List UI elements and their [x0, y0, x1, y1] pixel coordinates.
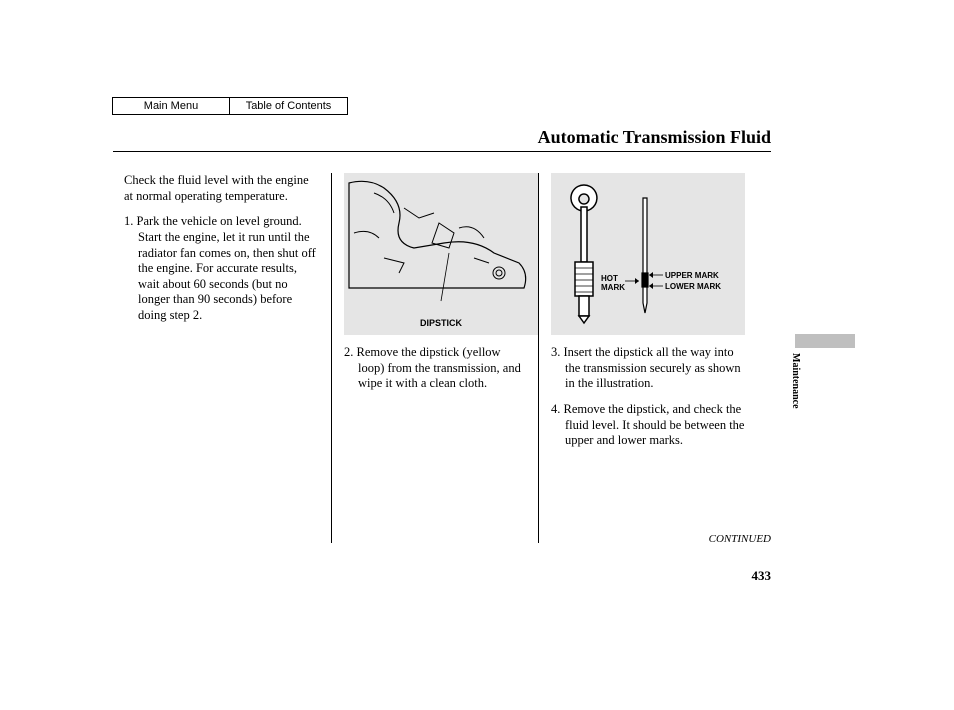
figure-dipstick: HOT MARK UPPER MARK LOWER MARK	[551, 173, 745, 335]
step-2: 2. Remove the dipstick (yellow loop) fro…	[344, 345, 526, 392]
hot-mark-label-2: MARK	[601, 283, 625, 292]
main-menu-button[interactable]: Main Menu	[112, 97, 230, 115]
content-columns: Check the fluid level with the engine at…	[124, 173, 774, 543]
dipstick-label: DIPSTICK	[420, 318, 462, 329]
step-1: 1. Park the vehicle on level ground. Sta…	[124, 214, 319, 323]
step-list-2: 2. Remove the dipstick (yellow loop) fro…	[344, 345, 526, 392]
page-number: 433	[752, 568, 772, 584]
lower-mark-label: LOWER MARK	[665, 282, 721, 291]
step-4: 4. Remove the dipstick, and check the fl…	[551, 402, 745, 449]
continued-label: CONTINUED	[709, 533, 771, 545]
column-1: Check the fluid level with the engine at…	[124, 173, 331, 543]
toc-button[interactable]: Table of Contents	[230, 97, 348, 115]
dipstick-diagram-svg: HOT MARK UPPER MARK LOWER MARK	[551, 173, 745, 335]
intro-text: Check the fluid level with the engine at…	[124, 173, 319, 204]
upper-mark-label: UPPER MARK	[665, 271, 719, 280]
nav-button-group: Main Menu Table of Contents	[112, 97, 348, 115]
step-list-1: 1. Park the vehicle on level ground. Sta…	[124, 214, 319, 323]
side-tab	[795, 334, 855, 348]
engine-sketch-svg	[344, 173, 538, 313]
column-2: DIPSTICK 2. Remove the dipstick (yellow …	[331, 173, 538, 543]
section-label: Maintenance	[790, 353, 801, 409]
column-3: HOT MARK UPPER MARK LOWER MARK 3. Insert…	[538, 173, 745, 543]
step-list-3: 3. Insert the dipstick all the way into …	[551, 345, 745, 449]
figure-engine: DIPSTICK	[344, 173, 538, 335]
title-rule	[113, 151, 771, 152]
hot-mark-label: HOT	[601, 274, 618, 283]
page-title: Automatic Transmission Fluid	[538, 127, 771, 148]
step-3: 3. Insert the dipstick all the way into …	[551, 345, 745, 392]
